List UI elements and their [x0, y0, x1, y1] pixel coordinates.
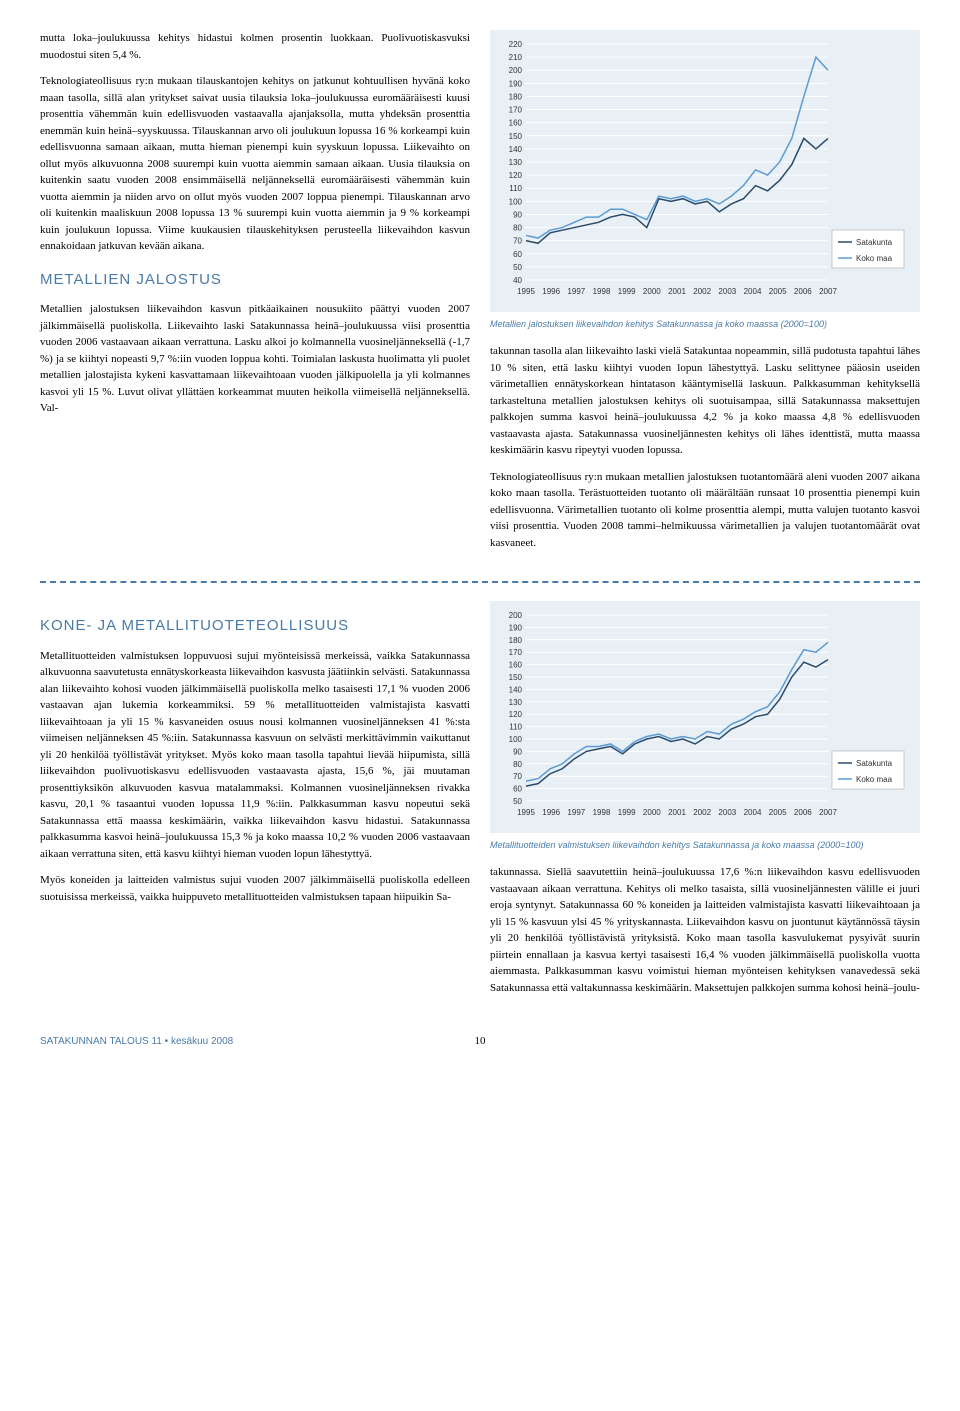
svg-text:170: 170 [509, 106, 523, 115]
svg-text:140: 140 [509, 685, 523, 694]
svg-text:1999: 1999 [618, 287, 636, 296]
svg-text:70: 70 [513, 237, 522, 246]
svg-text:160: 160 [509, 119, 523, 128]
svg-text:1995: 1995 [517, 808, 535, 817]
chart-caption: Metallien jalostuksen liikevaihdon kehit… [490, 318, 920, 332]
para: Myös koneiden ja laitteiden valmistus su… [40, 872, 470, 905]
svg-text:Satakunta: Satakunta [856, 759, 893, 768]
svg-text:1995: 1995 [517, 287, 535, 296]
para: takunnassa. Siellä saavutettiin heinä–jo… [490, 864, 920, 996]
svg-text:2005: 2005 [769, 287, 787, 296]
svg-text:1996: 1996 [542, 287, 560, 296]
bottom-right-column: 50 60 70 80 90 100 110 120 130 140 150 160 170 180 190… [490, 601, 920, 1006]
svg-text:1997: 1997 [567, 287, 585, 296]
svg-text:50: 50 [513, 263, 522, 272]
svg-text:90: 90 [513, 747, 522, 756]
svg-text:2003: 2003 [718, 287, 736, 296]
svg-text:Koko maa: Koko maa [856, 254, 893, 263]
para: Teknologiateollisuus ry:n mukaan metalli… [490, 469, 920, 552]
svg-text:200: 200 [509, 66, 523, 75]
svg-text:170: 170 [509, 648, 523, 657]
svg-text:130: 130 [509, 698, 523, 707]
svg-text:190: 190 [509, 623, 523, 632]
top-section: mutta loka–joulukuussa kehitys hidastui … [40, 30, 920, 561]
svg-text:2000: 2000 [643, 808, 661, 817]
section-divider [40, 581, 920, 583]
svg-text:120: 120 [509, 710, 523, 719]
svg-text:100: 100 [509, 197, 523, 206]
bottom-left-column: KONE- JA METALLITUOTETEOLLISUUS Metallit… [40, 601, 470, 1006]
bottom-section: KONE- JA METALLITUOTETEOLLISUUS Metallit… [40, 601, 920, 1006]
svg-text:90: 90 [513, 210, 522, 219]
chart-svg: 50 60 70 80 90 100 110 120 130 140 150 160 170 180 190… [498, 609, 908, 819]
heading-metallien-jalostus: METALLIEN JALOSTUS [40, 269, 470, 292]
svg-text:2005: 2005 [769, 808, 787, 817]
svg-text:2001: 2001 [668, 808, 686, 817]
svg-text:Satakunta: Satakunta [856, 238, 893, 247]
svg-text:60: 60 [513, 250, 522, 259]
para: mutta loka–joulukuussa kehitys hidastui … [40, 30, 470, 63]
svg-text:2006: 2006 [794, 808, 812, 817]
para: Teknologiateollisuus ry:n mukaan tilausk… [40, 73, 470, 255]
svg-text:180: 180 [509, 636, 523, 645]
chart-metallituotteet: 50 60 70 80 90 100 110 120 130 140 150 160 170 180 190… [490, 601, 920, 833]
svg-text:180: 180 [509, 92, 523, 101]
svg-text:1997: 1997 [567, 808, 585, 817]
svg-text:2003: 2003 [718, 808, 736, 817]
svg-text:2004: 2004 [744, 287, 762, 296]
svg-text:2002: 2002 [693, 287, 711, 296]
svg-text:2001: 2001 [668, 287, 686, 296]
svg-text:1998: 1998 [593, 808, 611, 817]
para: Metallien jalostuksen liikevaihdon kasvu… [40, 301, 470, 417]
svg-text:2007: 2007 [819, 287, 837, 296]
svg-text:2004: 2004 [744, 808, 762, 817]
svg-text:150: 150 [509, 673, 523, 682]
para: Metallituotteiden valmistuksen loppuvuos… [40, 648, 470, 863]
svg-text:80: 80 [513, 224, 522, 233]
svg-text:Koko maa: Koko maa [856, 775, 893, 784]
svg-text:110: 110 [509, 184, 522, 193]
top-right-column: 40 50 60 70 80 90 100 110 120 130 140 150 160 170 180 1… [490, 30, 920, 561]
svg-text:1999: 1999 [618, 808, 636, 817]
para: takunnan tasolla alan liikevaihto laski … [490, 343, 920, 459]
heading-kone-metalli: KONE- JA METALLITUOTETEOLLISUUS [40, 615, 470, 638]
svg-text:70: 70 [513, 772, 522, 781]
svg-text:110: 110 [509, 723, 522, 732]
svg-text:140: 140 [509, 145, 523, 154]
svg-text:40: 40 [513, 276, 522, 285]
top-left-column: mutta loka–joulukuussa kehitys hidastui … [40, 30, 470, 561]
svg-text:220: 220 [509, 40, 523, 49]
svg-text:150: 150 [509, 132, 523, 141]
svg-text:160: 160 [509, 661, 523, 670]
chart-caption: Metallituotteiden valmistuksen liikevaih… [490, 839, 920, 853]
svg-text:60: 60 [513, 785, 522, 794]
svg-text:120: 120 [509, 171, 523, 180]
svg-text:210: 210 [509, 53, 523, 62]
svg-text:200: 200 [509, 611, 523, 620]
chart-svg: 40 50 60 70 80 90 100 110 120 130 140 150 160 170 180 1… [498, 38, 908, 298]
svg-text:1996: 1996 [542, 808, 560, 817]
svg-text:2006: 2006 [794, 287, 812, 296]
svg-text:190: 190 [509, 79, 523, 88]
svg-text:2002: 2002 [693, 808, 711, 817]
svg-text:1998: 1998 [593, 287, 611, 296]
chart-metallien-jalostus: 40 50 60 70 80 90 100 110 120 130 140 150 160 170 180 1… [490, 30, 920, 312]
svg-text:80: 80 [513, 760, 522, 769]
svg-text:2000: 2000 [643, 287, 661, 296]
svg-text:100: 100 [509, 735, 523, 744]
svg-text:2007: 2007 [819, 808, 837, 817]
svg-text:50: 50 [513, 797, 522, 806]
svg-text:130: 130 [509, 158, 523, 167]
